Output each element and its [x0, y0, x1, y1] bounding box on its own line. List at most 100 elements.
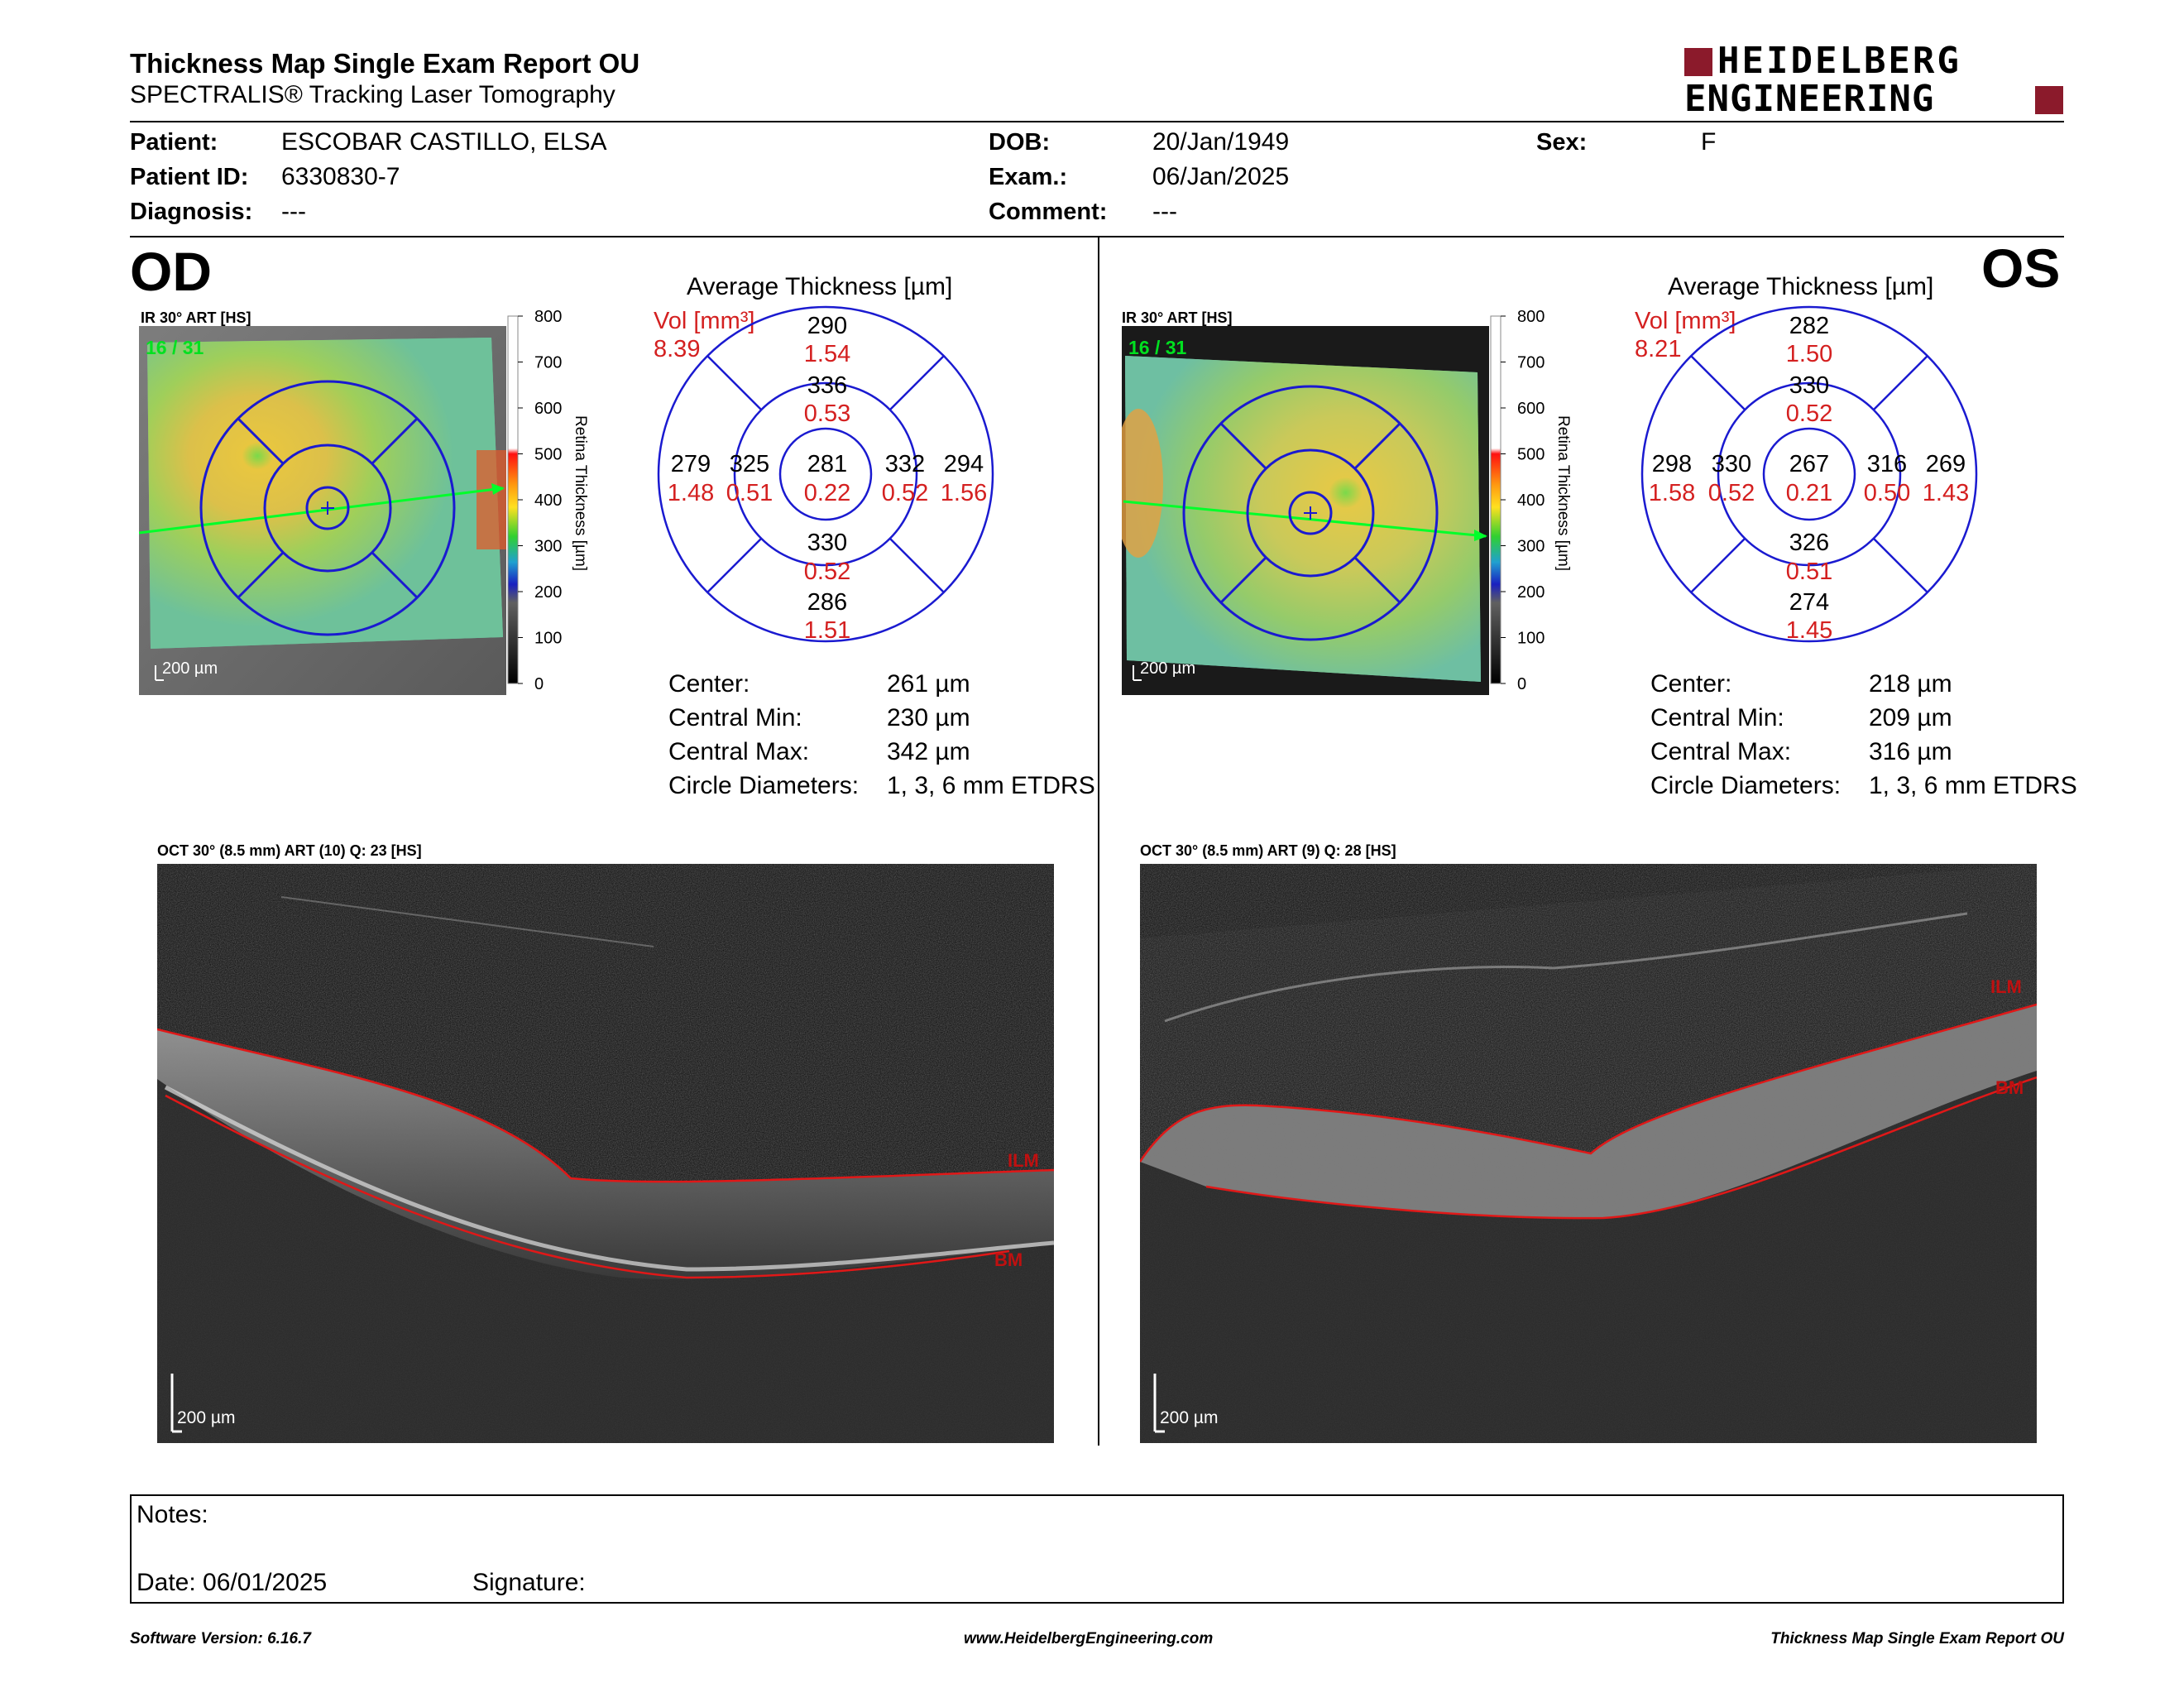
- od-inner-sup-vol: 0.53: [803, 400, 851, 427]
- od-bm-label: BM: [994, 1249, 1023, 1270]
- od-thickness-map: 16 / 31 200 µm: [139, 326, 506, 695]
- od-outer-inf-vol: 1.51: [803, 617, 851, 644]
- od-ilm-label: ILM: [1008, 1150, 1039, 1171]
- os-vol-value: 8.21: [1635, 336, 1682, 362]
- os-vol-label: Vol [mm³]: [1635, 308, 1736, 334]
- os-outer-nas-vol: 1.43: [1922, 480, 1970, 506]
- od-etdrs-grid: [657, 305, 994, 643]
- os-thickness-map: 16 / 31 200 µm: [1122, 326, 1489, 695]
- od-scale-bar: 200 µm: [162, 659, 218, 678]
- os-inner-inf-vol: 0.51: [1785, 559, 1833, 585]
- patient-name: ESCOBAR CASTILLO, ELSA: [281, 128, 607, 156]
- os-colorbar-tick-label: 100: [1517, 630, 1545, 648]
- exam-label: Exam.:: [989, 164, 1068, 190]
- os-scan-counter: 16 / 31: [1128, 337, 1187, 358]
- od-colorbar-ticks: 800 700 600 500 400 300 200 100 0: [518, 308, 562, 693]
- notes-box[interactable]: Notes: Date: 06/01/2025 Signature:: [130, 1494, 2064, 1604]
- os-inner-inf: 326: [1789, 530, 1830, 556]
- od-inner-sup: 336: [807, 372, 848, 399]
- os-colorbar-tick-label: 500: [1517, 446, 1545, 464]
- os-outer-temp: 298: [1651, 451, 1693, 477]
- os-oct-scale: 200 µm: [1160, 1408, 1218, 1427]
- date-label: Date: 06/01/2025: [136, 1569, 328, 1596]
- os-colorbar-tick-label: 800: [1517, 308, 1545, 326]
- od-min-value: 230 µm: [887, 704, 970, 731]
- os-colorbar-tick-label: 300: [1517, 538, 1545, 556]
- os-min-value: 209 µm: [1869, 704, 1952, 731]
- os-max-label: Central Max:: [1650, 738, 1792, 765]
- os-oct-scan: ILM BM 200 µm: [1140, 864, 2037, 1443]
- od-inner-temp-vol: 0.51: [726, 480, 774, 506]
- od-center-label: Center:: [668, 670, 750, 698]
- signature-label: Signature:: [472, 1569, 586, 1596]
- os-inner-temp: 330: [1711, 451, 1752, 477]
- os-outer-inf-vol: 1.45: [1785, 617, 1833, 644]
- sex-value: F: [1701, 128, 1717, 156]
- os-colorbar-tick-label: 700: [1517, 354, 1545, 372]
- os-diam-value: 1, 3, 6 mm ETDRS: [1869, 772, 2077, 799]
- od-vol-label: Vol [mm³]: [654, 308, 755, 334]
- os-colorbar-title: Retina Thickness [µm]: [1554, 415, 1572, 571]
- patient-label: Patient:: [130, 129, 218, 156]
- os-etdrs-grid: [1640, 305, 1978, 643]
- od-outer-sup: 290: [807, 313, 848, 339]
- patient-divider: [130, 236, 2064, 237]
- report-title: Thickness Map Single Exam Report OU: [130, 48, 640, 79]
- software-version: Software Version: 6.16.7: [130, 1630, 311, 1647]
- od-center-vol: 0.22: [803, 480, 851, 506]
- od-center-value: 261 µm: [887, 670, 970, 698]
- os-scale-bar: 200 µm: [1140, 659, 1195, 678]
- logo-line1: HEIDELBERG: [1717, 40, 1961, 82]
- header-divider: [130, 121, 2064, 122]
- od-colorbar: 800 700 600 500 400 300 200 100 0 Retina Thickne…: [507, 308, 589, 693]
- os-colorbar-tick-label: 600: [1517, 400, 1545, 418]
- website-link[interactable]: www.HeidelbergEngineering.com: [964, 1630, 1214, 1647]
- od-scan-counter: 16 / 31: [146, 337, 204, 358]
- od-avg-title: Average Thickness [µm]: [687, 273, 953, 300]
- od-inner-nas-vol: 0.52: [881, 480, 929, 506]
- os-colorbar-ticks: 800 700 600 500 400 300 200 100 0: [1501, 308, 1545, 693]
- od-colorbar-title: Retina Thickness [µm]: [572, 415, 589, 571]
- os-colorbar-tick-label: 0: [1517, 675, 1526, 693]
- od-diam-value: 1, 3, 6 mm ETDRS: [887, 772, 1095, 799]
- os-inner-nas-vol: 0.50: [1863, 480, 1911, 506]
- od-outer-nas: 294: [943, 451, 984, 477]
- sex-label: Sex:: [1536, 129, 1588, 156]
- od-oct-scale: 200 µm: [177, 1408, 235, 1427]
- patient-id: 6330830-7: [281, 163, 400, 190]
- od-inner-nas: 332: [884, 451, 926, 477]
- od-colorbar-tick-label: 100: [534, 630, 562, 648]
- dob-label: DOB:: [989, 129, 1051, 156]
- od-colorbar-tick-label: 500: [534, 446, 562, 464]
- od-oct-scan: ILM BM 200 µm: [157, 864, 1054, 1443]
- od-inner-inf-vol: 0.52: [803, 559, 851, 585]
- od-colorbar-tick-label: 300: [534, 538, 562, 556]
- od-colorbar-tick-label: 600: [534, 400, 562, 418]
- od-colorbar-tick-label: 800: [534, 308, 562, 326]
- od-colorbar-tick-label: 0: [534, 675, 544, 693]
- diagnosis-value: ---: [281, 198, 306, 225]
- notes-label: Notes:: [136, 1501, 208, 1528]
- os-inner-sup-vol: 0.52: [1785, 400, 1833, 427]
- dob-value: 20/Jan/1949: [1152, 128, 1290, 156]
- od-inner-temp: 325: [729, 451, 770, 477]
- os-avg-title: Average Thickness [µm]: [1668, 273, 1934, 300]
- od-diam-label: Circle Diameters:: [668, 772, 860, 799]
- os-outer-inf: 274: [1789, 589, 1830, 616]
- od-ir-label: IR 30° ART [HS]: [141, 309, 251, 326]
- heidelberg-logo: HEIDELBERG ENGINEERING: [1684, 40, 2065, 120]
- logo-line2: ENGINEERING: [1684, 78, 1935, 120]
- os-center: 267: [1789, 451, 1830, 477]
- comment-value: ---: [1152, 198, 1177, 225]
- od-oct-label: OCT 30° (8.5 mm) ART (10) Q: 23 [HS]: [157, 842, 422, 859]
- od-min-label: Central Min:: [668, 704, 802, 731]
- os-outer-temp-vol: 1.58: [1648, 480, 1696, 506]
- od-inner-inf: 330: [807, 530, 848, 556]
- os-outer-sup: 282: [1789, 313, 1830, 339]
- exam-value: 06/Jan/2025: [1152, 163, 1290, 190]
- od-max-value: 342 µm: [887, 738, 970, 765]
- os-bm-label: BM: [1995, 1077, 2024, 1098]
- od-colorbar-tick-label: 200: [534, 583, 562, 602]
- os-eye-label: OS: [1981, 237, 2061, 299]
- os-center-label: Center:: [1650, 670, 1732, 698]
